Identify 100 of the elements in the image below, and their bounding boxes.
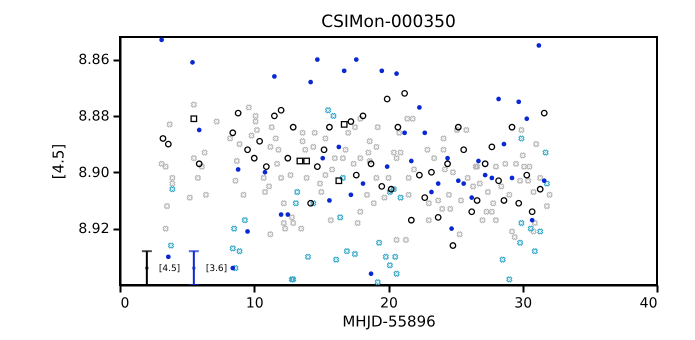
point [348,118,354,125]
annotation: [4.5] [158,264,180,274]
point [490,176,494,180]
point [474,197,480,204]
point [518,220,524,226]
x-tick-label: 10 [246,296,264,312]
point [342,68,347,74]
point [408,216,415,224]
x-tick-label: 40 [640,296,658,312]
point [166,254,171,260]
point [500,197,508,204]
point [325,107,332,114]
point [536,43,542,48]
point [476,158,481,164]
point [537,228,544,234]
point [196,160,203,168]
point [496,96,501,102]
point [421,194,428,202]
point [542,178,547,184]
point [352,172,360,178]
point [231,226,238,232]
point [196,128,202,132]
point [450,242,456,249]
point [401,90,408,97]
y-tick-label: 8.88 [78,108,110,124]
point [335,177,342,184]
x-tick-label: 20 [380,296,398,312]
y-tick-label: 8.86 [78,52,110,68]
point [368,271,374,276]
point [272,74,277,79]
point [303,158,310,164]
point [434,214,442,221]
point [242,217,248,224]
annotation: [3.6] [206,264,228,274]
point [461,181,466,186]
point [422,130,428,136]
point [304,254,311,260]
point [528,226,534,232]
point [330,112,336,119]
x-tick-label: 30 [514,296,532,312]
point [408,158,414,164]
point [394,270,400,277]
point [436,181,441,186]
point [536,186,544,193]
point [256,138,264,145]
point [429,190,434,194]
point [379,68,384,74]
point [384,164,390,169]
x-axis-title: MHJD-55896 [342,312,436,330]
point [327,198,332,203]
point [495,177,502,184]
point [394,124,402,131]
point [271,112,278,120]
point [250,154,258,162]
point [488,144,496,150]
point [310,200,316,206]
point [320,146,328,154]
point [517,240,524,246]
point [428,168,435,176]
point [340,174,346,181]
point [229,129,236,136]
y-axis-title: [4.5] [49,144,68,180]
point [308,80,313,84]
point [528,208,536,216]
y-tick-label: 8.90 [78,164,110,181]
point [542,150,549,156]
point [296,158,304,164]
point [292,200,299,206]
point [532,248,538,254]
point [398,194,404,201]
point [245,229,250,234]
point [390,186,397,192]
point [524,116,530,122]
point [456,178,461,184]
point [394,71,399,76]
point [454,124,462,131]
point [515,200,522,207]
point [192,266,196,270]
point [444,160,451,168]
point [278,212,284,217]
point [382,254,389,260]
point [262,170,268,175]
point [326,124,333,131]
point [502,142,506,146]
point [523,172,530,178]
point [307,200,314,207]
x-tick-label: 0 [120,296,130,312]
point [508,124,516,131]
point [518,135,524,142]
point [354,57,359,62]
point [168,242,174,249]
point [510,176,514,180]
point [262,163,270,170]
point [159,37,164,42]
point [236,248,243,254]
point [234,110,242,116]
point [374,279,381,286]
point [340,120,348,128]
point [468,208,476,216]
point [402,130,407,136]
